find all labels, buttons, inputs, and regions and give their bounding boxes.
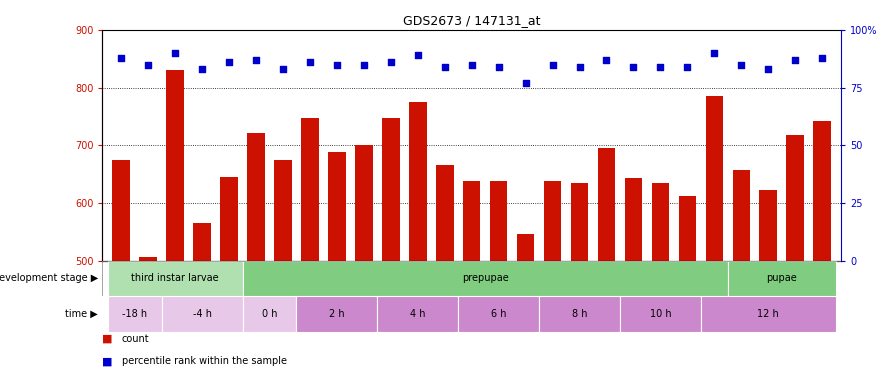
Bar — [517, 234, 534, 261]
Bar — [296, 296, 377, 332]
Bar — [463, 181, 481, 261]
Point — [303, 59, 317, 65]
Point — [627, 64, 641, 70]
Point — [708, 50, 722, 56]
Point — [815, 55, 829, 61]
Bar — [193, 223, 211, 261]
Bar — [140, 256, 157, 261]
Bar — [700, 296, 836, 332]
Bar — [539, 296, 620, 332]
Bar — [620, 296, 700, 332]
Point — [599, 57, 613, 63]
Point — [465, 62, 479, 68]
Text: third instar larvae: third instar larvae — [132, 273, 219, 284]
Point — [195, 66, 209, 72]
Text: ■: ■ — [102, 356, 113, 366]
Bar — [436, 165, 454, 261]
Point — [438, 64, 452, 70]
Bar — [382, 118, 400, 261]
Point — [519, 80, 533, 86]
Point — [546, 62, 560, 68]
Bar — [221, 177, 238, 261]
Title: GDS2673 / 147131_at: GDS2673 / 147131_at — [403, 15, 540, 27]
Text: 4 h: 4 h — [410, 309, 425, 319]
Bar — [813, 120, 831, 261]
Bar — [112, 160, 130, 261]
Bar — [598, 148, 615, 261]
Point — [384, 59, 398, 65]
Point — [168, 50, 182, 56]
Text: ■: ■ — [102, 334, 113, 344]
Text: 6 h: 6 h — [491, 309, 506, 319]
Text: pupae: pupae — [766, 273, 797, 284]
Point — [410, 53, 425, 58]
Bar — [732, 170, 750, 261]
Bar — [243, 261, 728, 296]
Text: 10 h: 10 h — [650, 309, 671, 319]
Bar — [108, 261, 243, 296]
Text: 2 h: 2 h — [329, 309, 344, 319]
Point — [357, 62, 371, 68]
Text: prepupae: prepupae — [462, 273, 508, 284]
Bar — [301, 118, 319, 261]
Bar — [355, 146, 373, 261]
Bar — [458, 296, 539, 332]
Point — [761, 66, 775, 72]
Point — [114, 55, 128, 61]
Text: -4 h: -4 h — [192, 309, 212, 319]
Bar — [570, 183, 588, 261]
Text: time ▶: time ▶ — [65, 309, 98, 319]
Point — [572, 64, 587, 70]
Point — [249, 57, 263, 63]
Bar — [162, 296, 243, 332]
Text: 8 h: 8 h — [571, 309, 587, 319]
Bar — [490, 181, 507, 261]
Bar — [108, 296, 162, 332]
Point — [734, 62, 748, 68]
Bar — [651, 183, 669, 261]
Bar — [377, 296, 458, 332]
Bar — [787, 135, 804, 261]
Bar — [544, 181, 562, 261]
Point — [330, 62, 344, 68]
Bar — [706, 96, 723, 261]
Point — [141, 62, 155, 68]
Bar — [759, 190, 777, 261]
Bar — [247, 133, 265, 261]
Point — [653, 64, 668, 70]
Bar — [728, 261, 836, 296]
Text: development stage ▶: development stage ▶ — [0, 273, 98, 284]
Bar — [678, 196, 696, 261]
Bar — [328, 152, 345, 261]
Bar — [166, 70, 184, 261]
Bar — [625, 178, 643, 261]
Point — [491, 64, 506, 70]
Bar — [274, 160, 292, 261]
Bar — [243, 296, 296, 332]
Text: -18 h: -18 h — [122, 309, 147, 319]
Text: percentile rank within the sample: percentile rank within the sample — [122, 356, 287, 366]
Point — [680, 64, 694, 70]
Text: 0 h: 0 h — [262, 309, 278, 319]
Text: 12 h: 12 h — [757, 309, 779, 319]
Point — [222, 59, 236, 65]
Point — [789, 57, 803, 63]
Bar — [409, 102, 426, 261]
Point — [276, 66, 290, 72]
Text: count: count — [122, 334, 150, 344]
